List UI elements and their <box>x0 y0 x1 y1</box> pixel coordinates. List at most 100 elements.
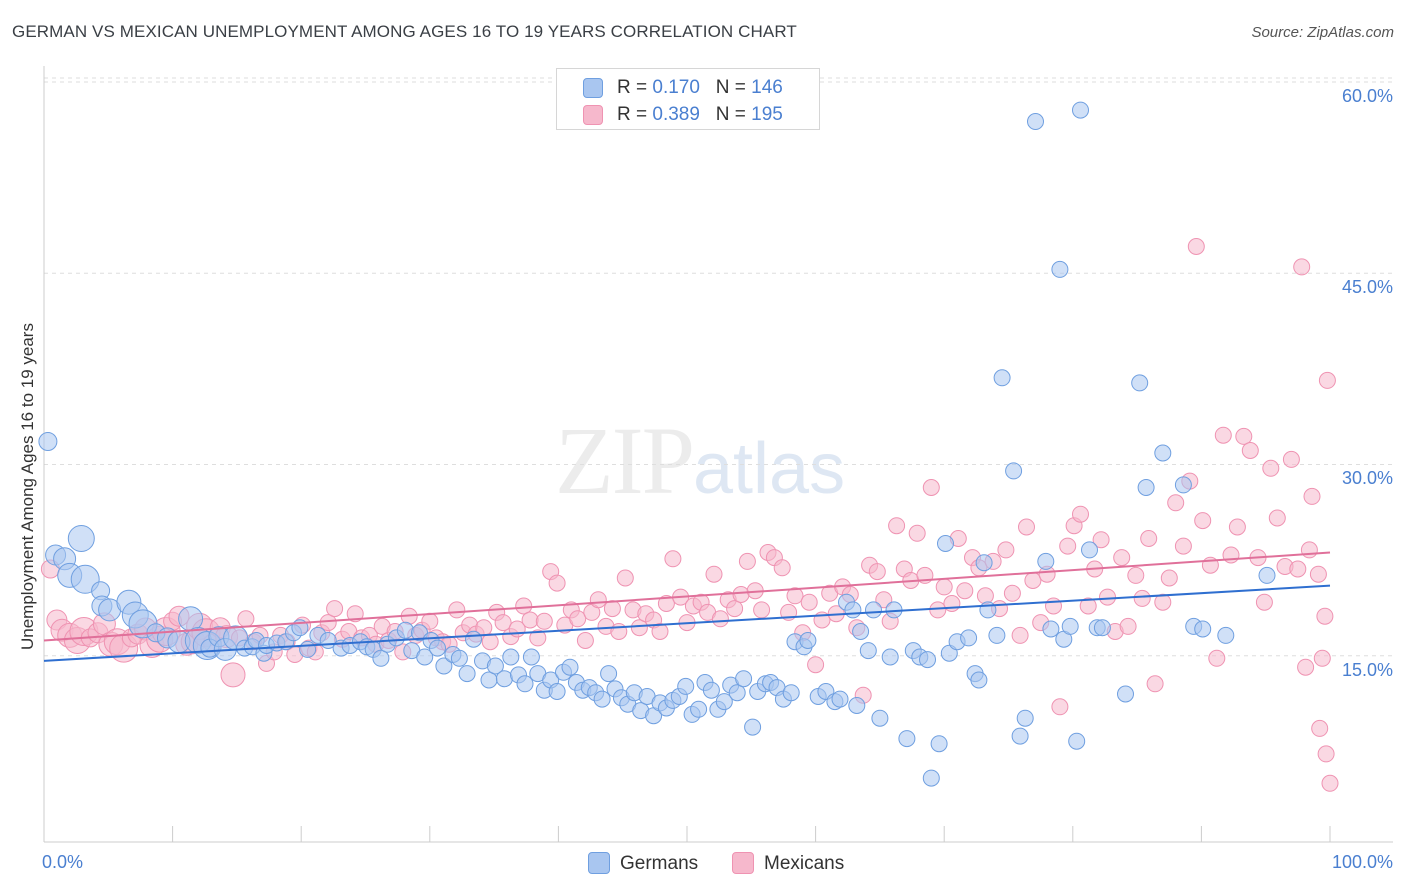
mexicans-swatch <box>583 105 603 125</box>
mexican-point <box>1282 450 1300 468</box>
mexican-point <box>786 587 804 605</box>
german-point <box>844 601 862 619</box>
germans-legend-swatch <box>588 852 610 874</box>
mexican-point <box>1255 593 1273 611</box>
mexican-point <box>1318 371 1336 389</box>
mexicans-r-value: 0.389 <box>652 104 700 125</box>
mexican-point <box>1099 588 1116 606</box>
legend-item-mexicans[interactable]: Mexicans <box>732 852 844 875</box>
mexican-point <box>1024 572 1042 589</box>
mexican-point <box>1051 698 1069 716</box>
mexican-point <box>738 552 756 570</box>
mexican-point <box>1140 530 1158 547</box>
german-point <box>1027 113 1044 130</box>
german-point <box>1081 541 1098 559</box>
german-point <box>937 535 954 552</box>
german-point <box>1011 727 1029 745</box>
german-point <box>799 632 817 649</box>
german-point <box>1154 444 1172 462</box>
german-point <box>299 640 317 658</box>
german-point <box>859 642 877 660</box>
german-point <box>960 629 978 647</box>
mexicans-trend-line <box>43 551 1331 642</box>
german-point <box>848 697 866 714</box>
mexican-point <box>1316 607 1334 625</box>
germans-swatch <box>583 78 603 98</box>
y-axis-label: Unemployment Among Ages 16 to 19 years <box>18 323 37 650</box>
mexican-point <box>1321 774 1339 792</box>
german-point <box>702 681 720 699</box>
mexican-point <box>664 550 682 568</box>
mexican-point <box>220 662 246 688</box>
german-point <box>852 623 870 640</box>
mexican-point <box>1297 658 1315 676</box>
german-point <box>1093 619 1111 637</box>
german-point <box>1037 552 1055 570</box>
mexican-point <box>1045 597 1062 615</box>
mexican-point <box>1303 487 1321 505</box>
mexican-point <box>1235 427 1253 445</box>
germans-n-value: 146 <box>751 77 783 98</box>
mexican-point <box>1241 442 1259 459</box>
germans-r-label: R = <box>617 77 653 98</box>
source-credit: Source: ZipAtlas.com <box>1251 24 1394 41</box>
german-point <box>458 665 476 683</box>
mexican-point <box>943 595 961 612</box>
mexican-point <box>535 612 553 630</box>
mexican-point <box>726 600 744 618</box>
mexican-point <box>1167 494 1185 512</box>
mexican-point <box>1146 675 1164 693</box>
german-point <box>831 690 849 708</box>
mexican-point <box>1174 537 1192 555</box>
mexican-point <box>1313 649 1331 667</box>
german-point <box>728 684 746 702</box>
mexican-point <box>630 619 648 637</box>
mexican-point <box>529 629 547 647</box>
y-tick-label-15: 15.0% <box>1341 660 1393 680</box>
german-point <box>372 649 390 667</box>
mexican-point <box>346 605 364 623</box>
german-point <box>1005 462 1023 480</box>
mexican-point <box>868 563 886 581</box>
german-point <box>1051 260 1069 278</box>
mexican-point <box>807 656 825 674</box>
mexican-point <box>657 595 675 612</box>
german-point <box>1137 479 1155 496</box>
mexican-point <box>875 591 893 609</box>
mexican-point <box>1119 617 1137 635</box>
german-point <box>502 648 520 666</box>
mexicans-legend-label: Mexicans <box>764 853 845 874</box>
mexican-point <box>908 524 926 542</box>
mexican-point <box>1011 626 1029 644</box>
german-point <box>435 657 453 675</box>
mexican-point <box>1059 537 1077 555</box>
correlation-legend: R = 0.170 N = 146 R = 0.389 N = 195 <box>556 68 820 130</box>
mexican-point <box>922 479 940 496</box>
mexicans-r-label: R = <box>617 104 653 125</box>
mexican-point <box>1194 512 1212 530</box>
german-point <box>988 626 1006 644</box>
mexican-point <box>326 600 344 618</box>
german-point <box>1072 101 1089 119</box>
legend-item-germans[interactable]: Germans <box>588 852 698 875</box>
mexican-point <box>935 578 953 596</box>
y-tick-label-60: 60.0% <box>1341 86 1393 106</box>
mexican-point <box>1317 745 1335 763</box>
german-point <box>465 630 482 648</box>
german-point <box>782 684 800 702</box>
german-point <box>871 709 889 727</box>
german-point <box>67 525 95 552</box>
german-point <box>1016 709 1034 727</box>
german-point <box>690 700 708 718</box>
mexican-point <box>1092 531 1110 549</box>
german-point <box>993 369 1011 387</box>
mexican-point <box>481 633 499 651</box>
y-tick-label-45: 45.0% <box>1341 277 1393 297</box>
mexican-point <box>1079 597 1097 615</box>
mexican-point <box>569 610 587 628</box>
mexican-point <box>603 600 621 618</box>
mexican-point <box>1300 541 1318 559</box>
german-point <box>548 683 566 700</box>
german-point <box>516 675 534 693</box>
